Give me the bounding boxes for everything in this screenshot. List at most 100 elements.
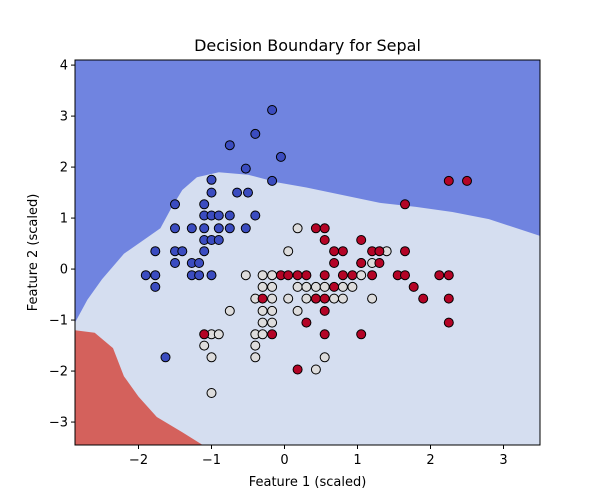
point-class-2 bbox=[443, 270, 454, 281]
point-class-2 bbox=[443, 175, 454, 186]
y-tick-label: −3 bbox=[49, 416, 68, 431]
decision-region-class-2 bbox=[75, 330, 203, 445]
chart-title: Decision Boundary for Sepal bbox=[194, 36, 421, 55]
point-class-0 bbox=[240, 163, 251, 174]
point-class-1 bbox=[206, 388, 217, 398]
point-class-2 bbox=[400, 199, 410, 210]
point-class-1 bbox=[301, 281, 312, 292]
point-class-1 bbox=[319, 352, 330, 363]
point-class-2 bbox=[337, 270, 348, 281]
point-class-1 bbox=[257, 270, 268, 281]
point-class-1 bbox=[367, 293, 378, 304]
point-class-2 bbox=[283, 270, 294, 281]
point-class-1 bbox=[213, 329, 224, 340]
x-tick-label: −1 bbox=[202, 453, 221, 468]
point-class-2 bbox=[199, 329, 210, 340]
point-class-1 bbox=[310, 281, 321, 292]
point-class-1 bbox=[310, 364, 321, 375]
point-class-0 bbox=[194, 258, 205, 268]
x-tick-label: 0 bbox=[280, 453, 288, 468]
x-tick-label: 1 bbox=[353, 453, 361, 468]
point-class-0 bbox=[267, 105, 278, 115]
point-class-0 bbox=[206, 174, 217, 185]
point-class-0 bbox=[232, 187, 243, 198]
point-class-1 bbox=[250, 352, 261, 363]
point-class-2 bbox=[319, 329, 330, 340]
point-class-0 bbox=[194, 270, 205, 281]
point-class-1 bbox=[292, 305, 303, 316]
point-class-0 bbox=[170, 258, 180, 268]
point-class-1 bbox=[337, 293, 348, 304]
point-class-2 bbox=[319, 293, 330, 304]
point-class-2 bbox=[418, 293, 429, 304]
point-class-0 bbox=[224, 210, 235, 221]
point-class-2 bbox=[434, 270, 445, 281]
point-class-1 bbox=[257, 329, 268, 340]
point-class-1 bbox=[267, 305, 278, 316]
point-class-1 bbox=[337, 281, 348, 292]
point-class-2 bbox=[374, 258, 385, 268]
point-class-2 bbox=[408, 281, 419, 292]
point-class-0 bbox=[243, 187, 253, 198]
point-class-2 bbox=[347, 270, 358, 281]
point-class-0 bbox=[199, 199, 210, 210]
point-class-2 bbox=[319, 270, 330, 281]
plot-area bbox=[75, 60, 540, 445]
point-class-1 bbox=[356, 270, 367, 281]
point-class-2 bbox=[374, 246, 385, 257]
point-class-0 bbox=[150, 246, 161, 257]
point-class-2 bbox=[356, 329, 367, 340]
point-class-0 bbox=[199, 223, 210, 234]
x-axis-label: Feature 1 (scaled) bbox=[249, 475, 367, 490]
point-class-2 bbox=[356, 235, 367, 245]
point-class-2 bbox=[329, 281, 340, 292]
point-class-1 bbox=[257, 281, 268, 292]
point-class-1 bbox=[283, 246, 294, 257]
y-axis: −3 −2 −1 0 1 2 3 4 bbox=[49, 59, 75, 431]
point-class-0 bbox=[275, 151, 286, 162]
point-class-0 bbox=[160, 352, 171, 363]
point-class-2 bbox=[301, 317, 312, 328]
point-class-1 bbox=[257, 317, 268, 328]
point-class-2 bbox=[443, 293, 454, 304]
y-tick-label: −1 bbox=[49, 314, 68, 329]
point-class-2 bbox=[310, 293, 321, 304]
point-class-2 bbox=[319, 223, 330, 234]
point-class-0 bbox=[250, 210, 261, 221]
point-class-0 bbox=[150, 281, 161, 292]
y-axis-label: Feature 2 (scaled) bbox=[26, 194, 41, 312]
point-class-2 bbox=[292, 270, 303, 281]
point-class-2 bbox=[292, 364, 303, 375]
point-class-0 bbox=[240, 223, 251, 234]
y-tick-label: 3 bbox=[60, 110, 68, 125]
point-class-0 bbox=[213, 223, 224, 234]
point-class-1 bbox=[347, 281, 358, 292]
point-class-1 bbox=[267, 281, 278, 292]
point-class-1 bbox=[292, 223, 303, 234]
point-class-2 bbox=[367, 270, 378, 281]
scatter-points bbox=[140, 105, 472, 398]
point-class-2 bbox=[301, 270, 312, 281]
point-class-1 bbox=[329, 293, 340, 304]
point-class-0 bbox=[206, 270, 217, 281]
point-class-1 bbox=[283, 293, 294, 304]
point-class-2 bbox=[356, 258, 367, 268]
point-class-2 bbox=[337, 246, 348, 257]
point-class-1 bbox=[319, 281, 330, 292]
point-class-1 bbox=[267, 270, 278, 281]
point-class-1 bbox=[199, 340, 210, 351]
point-class-0 bbox=[206, 187, 217, 198]
point-class-1 bbox=[224, 305, 235, 316]
point-class-1 bbox=[301, 293, 312, 304]
point-class-0 bbox=[213, 210, 224, 221]
x-tick-label: −2 bbox=[129, 453, 148, 468]
point-class-2 bbox=[329, 246, 340, 257]
point-class-0 bbox=[199, 246, 210, 257]
x-axis: −2 −1 0 1 2 3 bbox=[129, 445, 508, 468]
point-class-0 bbox=[267, 175, 278, 186]
point-class-1 bbox=[250, 340, 261, 351]
point-class-2 bbox=[443, 317, 454, 328]
decision-region-class-0 bbox=[75, 60, 540, 323]
point-class-0 bbox=[170, 199, 180, 210]
